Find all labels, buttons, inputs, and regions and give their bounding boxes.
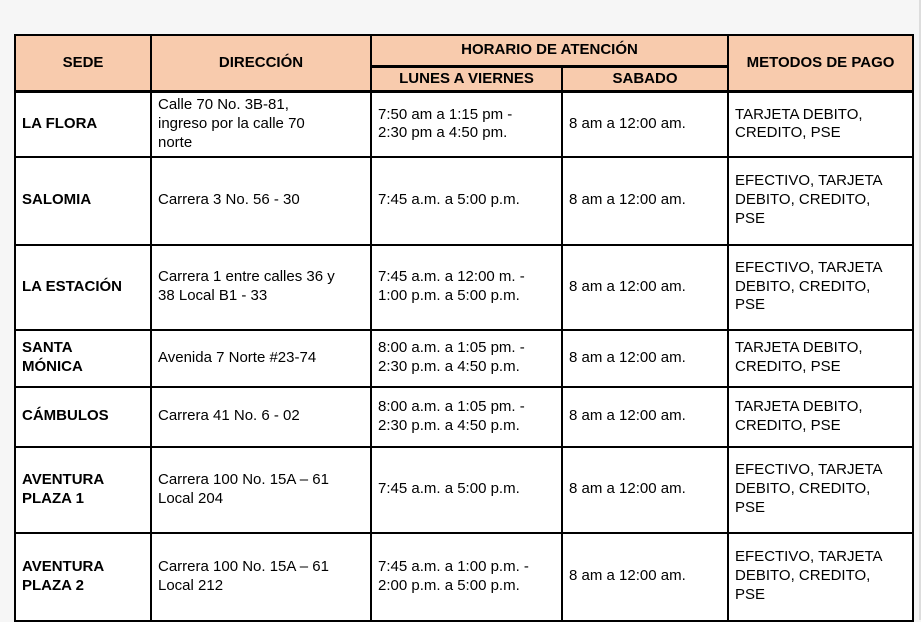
table-body: LA FLORA Calle 70 No. 3B-81, ingreso por… — [14, 90, 915, 622]
cell-direccion: Avenida 7 Norte #23-74 — [150, 328, 372, 388]
cell-horario-lunes-a-viernes: 8:00 a.m. a 1:05 pm. - 2:30 p.m. a 4:50 … — [370, 328, 563, 388]
cell-sede: SANTA MÓNICA — [14, 328, 152, 388]
cell-horario-sabado: 8 am a 12:00 am. — [560, 90, 730, 158]
cell-sede: LA ESTACIÓN — [14, 243, 152, 331]
header-sede: SEDE — [14, 34, 152, 94]
cell-horario-lunes-a-viernes: 7:45 a.m. a 12:00 m. - 1:00 p.m. a 5:00 … — [370, 243, 563, 331]
cell-sede: AVENTURA PLAZA 1 — [14, 445, 152, 534]
cell-metodos-de-pago: EFECTIVO, TARJETA DEBITO, CREDITO, PSE — [727, 531, 915, 622]
cell-horario-sabado: 8 am a 12:00 am. — [560, 243, 730, 331]
header-metodos-de-pago: METODOS DE PAGO — [727, 34, 915, 94]
header-direccion: DIRECCIÓN — [150, 34, 372, 94]
cell-direccion: Carrera 3 No. 56 - 30 — [150, 155, 372, 246]
cell-horario-lunes-a-viernes: 7:45 a.m. a 5:00 p.m. — [370, 155, 563, 246]
cell-horario-sabado: 8 am a 12:00 am. — [560, 155, 730, 246]
cell-horario-sabado: 8 am a 12:00 am. — [560, 385, 730, 448]
header-sabado: SABADO — [560, 65, 730, 94]
cell-horario-lunes-a-viernes: 8:00 a.m. a 1:05 pm. - 2:30 p.m. a 4:50 … — [370, 385, 563, 448]
cell-horario-lunes-a-viernes: 7:50 am a 1:15 pm - 2:30 pm a 4:50 pm. — [370, 90, 563, 158]
cell-direccion: Carrera 1 entre calles 36 y 38 Local B1 … — [150, 243, 372, 331]
table-row: CÁMBULOS Carrera 41 No. 6 - 02 8:00 a.m.… — [14, 385, 915, 448]
screen-edge-line — [919, 0, 921, 620]
cell-metodos-de-pago: TARJETA DEBITO, CREDITO, PSE — [727, 385, 915, 448]
header-lunes-a-viernes: LUNES A VIERNES — [370, 65, 563, 94]
cell-direccion: Carrera 100 No. 15A – 61 Local 212 — [150, 531, 372, 622]
cell-sede: AVENTURA PLAZA 2 — [14, 531, 152, 622]
cell-horario-sabado: 8 am a 12:00 am. — [560, 328, 730, 388]
table-row: SALOMIA Carrera 3 No. 56 - 30 7:45 a.m. … — [14, 155, 915, 246]
table-row: AVENTURA PLAZA 2 Carrera 100 No. 15A – 6… — [14, 531, 915, 622]
cell-horario-lunes-a-viernes: 7:45 a.m. a 5:00 p.m. — [370, 445, 563, 534]
cell-direccion: Calle 70 No. 3B-81, ingreso por la calle… — [150, 90, 372, 158]
cell-metodos-de-pago: EFECTIVO, TARJETA DEBITO, CREDITO, PSE — [727, 155, 915, 246]
cell-metodos-de-pago: EFECTIVO, TARJETA DEBITO, CREDITO, PSE — [727, 445, 915, 534]
table-row: LA FLORA Calle 70 No. 3B-81, ingreso por… — [14, 90, 915, 158]
cell-horario-sabado: 8 am a 12:00 am. — [560, 445, 730, 534]
cell-horario-lunes-a-viernes: 7:45 a.m. a 1:00 p.m. - 2:00 p.m. a 5:00… — [370, 531, 563, 622]
cell-metodos-de-pago: TARJETA DEBITO, CREDITO, PSE — [727, 90, 915, 158]
cell-sede: SALOMIA — [14, 155, 152, 246]
cell-metodos-de-pago: EFECTIVO, TARJETA DEBITO, CREDITO, PSE — [727, 243, 915, 331]
cell-direccion: Carrera 41 No. 6 - 02 — [150, 385, 372, 448]
table-row: SANTA MÓNICA Avenida 7 Norte #23-74 8:00… — [14, 328, 915, 388]
header-horario-de-atencion: HORARIO DE ATENCIÓN — [369, 34, 730, 68]
table-row: AVENTURA PLAZA 1 Carrera 100 No. 15A – 6… — [14, 445, 915, 534]
header-row-main: SEDE DIRECCIÓN HORARIO DE ATENCIÓN METOD… — [14, 34, 915, 94]
header-row-sub: LUNES A VIERNES SABADO — [15, 65, 913, 94]
cell-metodos-de-pago: TARJETA DEBITO, CREDITO, PSE — [727, 328, 915, 388]
cell-horario-sabado: 8 am a 12:00 am. — [560, 531, 730, 622]
cell-sede: LA FLORA — [14, 90, 152, 158]
branch-schedule-table: SEDE DIRECCIÓN HORARIO DE ATENCIÓN METOD… — [14, 34, 915, 622]
cell-direccion: Carrera 100 No. 15A – 61 Local 204 — [150, 445, 372, 534]
table-row: LA ESTACIÓN Carrera 1 entre calles 36 y … — [14, 243, 915, 331]
cell-sede: CÁMBULOS — [14, 385, 152, 448]
